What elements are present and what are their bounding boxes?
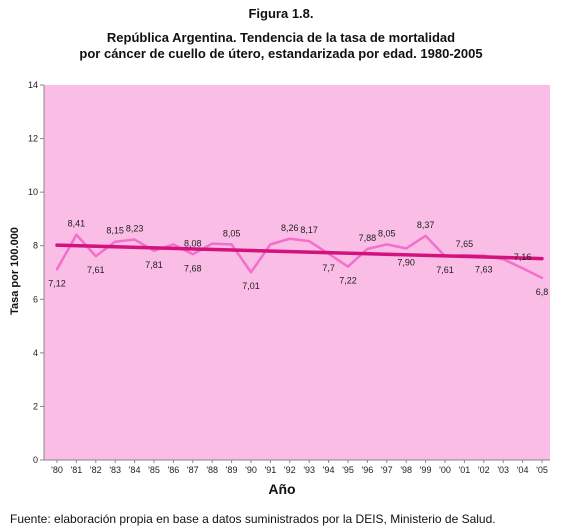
data-label: 8,05	[378, 228, 396, 238]
y-tick-label: 6	[33, 294, 38, 304]
y-tick-label: 4	[33, 348, 38, 358]
data-label: 7,65	[456, 239, 474, 249]
data-label: 7,7	[322, 263, 335, 273]
x-tick-label: '00	[439, 465, 451, 475]
x-tick-label: '02	[478, 465, 490, 475]
chart-title-line-2: por cáncer de cuello de útero, estandari…	[79, 46, 483, 61]
data-label: 8,37	[417, 220, 435, 230]
data-labels: 7,12 8,41 7,61 8,15 8,23 7,81 8,08 7,68 8,05 7,01…	[48, 219, 548, 297]
data-label: 8,17	[300, 225, 318, 235]
x-tick-label: '03	[497, 465, 509, 475]
data-label: 8,41	[68, 219, 86, 229]
x-tick-label: '89	[226, 465, 238, 475]
x-tick-label: '83	[109, 465, 121, 475]
y-tick-label: 2	[33, 401, 38, 411]
series-layer	[55, 233, 544, 280]
data-label: 7,61	[87, 265, 105, 275]
x-tick-label: '85	[148, 465, 160, 475]
x-tick-label: '81	[71, 465, 83, 475]
x-tick-label: '84	[129, 465, 141, 475]
x-axis: '80 '81 '82 '83 '84 '85 '86 '87 '88 '89 '90 '91 '92 '…	[44, 459, 550, 475]
data-label: 7,63	[475, 265, 493, 275]
x-tick-label: '87	[187, 465, 199, 475]
x-tick-label: '98	[400, 465, 412, 475]
x-tick-label: '86	[168, 465, 180, 475]
data-label: 7,88	[359, 233, 377, 243]
x-tick-label: '91	[265, 465, 277, 475]
x-tick-label: '01	[459, 465, 471, 475]
y-axis: 0 2 4 6 8 10 12 14	[28, 80, 45, 465]
x-tick-label: '88	[206, 465, 218, 475]
y-tick-label: 8	[33, 241, 38, 251]
data-label: 7,90	[397, 257, 415, 267]
x-axis-label: Año	[268, 481, 295, 497]
data-label: 7,01	[242, 281, 260, 291]
x-tick-label: '92	[284, 465, 296, 475]
x-tick-label: '94	[323, 465, 335, 475]
x-tick-label: '90	[245, 465, 257, 475]
data-label: 8,08	[184, 238, 202, 248]
chart-title-line-1: República Argentina. Tendencia de la tas…	[106, 30, 456, 45]
data-label: 7,61	[436, 265, 454, 275]
plot-background	[44, 85, 550, 460]
x-tick-label: '93	[303, 465, 315, 475]
data-label: 8,23	[126, 224, 144, 234]
y-tick-label: 12	[28, 134, 38, 144]
x-tick-label: '99	[420, 465, 432, 475]
x-tick-label: '04	[517, 465, 529, 475]
data-label: 7,81	[145, 260, 163, 270]
data-label: 7,12	[48, 278, 66, 288]
data-label: 7,16	[514, 252, 532, 262]
data-label: 6,8	[536, 287, 549, 297]
y-tick-label: 14	[28, 80, 38, 90]
source-note: Fuente: elaboración propia en base a dat…	[10, 512, 496, 526]
data-label: 8,15	[106, 226, 124, 236]
trend-line	[55, 243, 544, 261]
y-tick-label: 0	[33, 455, 38, 465]
x-tick-label: '82	[90, 465, 102, 475]
x-tick-label: '95	[342, 465, 354, 475]
x-tick-label: '96	[362, 465, 374, 475]
data-label: 8,26	[281, 223, 299, 233]
data-label: 8,05	[223, 228, 241, 238]
data-label: 7,68	[184, 263, 202, 273]
x-tick-label: '05	[536, 465, 548, 475]
data-label: 7,22	[339, 276, 357, 286]
figure-label: Figura 1.8.	[248, 6, 314, 21]
y-tick-label: 10	[28, 187, 38, 197]
y-axis-label: Tasa por 100.000	[9, 227, 21, 315]
x-tick-label: '97	[381, 465, 393, 475]
plot-area	[44, 85, 550, 460]
x-tick-label: '80	[51, 465, 63, 475]
